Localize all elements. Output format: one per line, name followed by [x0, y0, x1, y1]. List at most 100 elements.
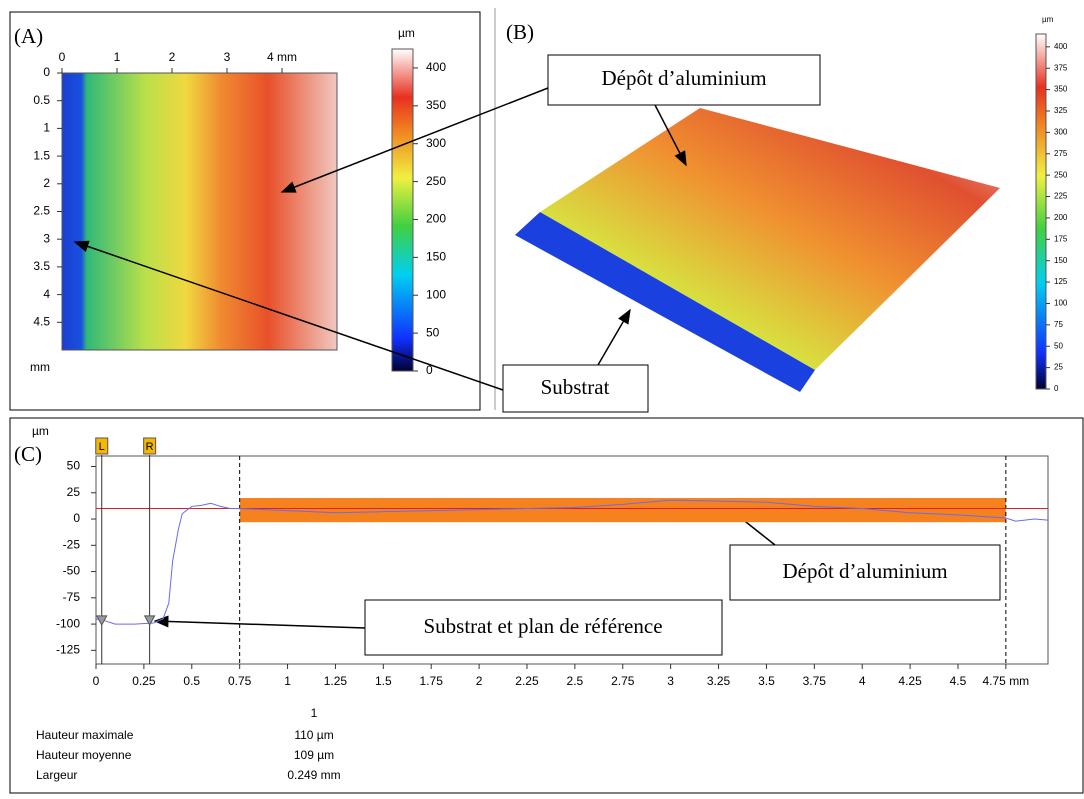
callout-box [502, 364, 649, 413]
surface-3d [540, 108, 1000, 370]
substrate-3d [515, 212, 815, 392]
x-tick-label: 1.75 [420, 674, 444, 688]
x-tick-label: 4 mm [267, 50, 297, 64]
y-tick-label: -50 [63, 564, 81, 578]
arrow [597, 308, 631, 366]
analysis-band [239, 498, 1006, 523]
callout: Substrat [541, 375, 610, 399]
plot-frame [95, 455, 1049, 665]
callout-box [729, 544, 1001, 601]
x-tick-label: 4.5 [950, 674, 967, 688]
colorbar-label: 100 [1054, 299, 1068, 308]
y-tick-label: -75 [63, 590, 81, 604]
panel-label: (C) [14, 442, 42, 466]
cursor-tag [143, 437, 157, 455]
callout: Dépôt d’aluminium [782, 559, 947, 583]
table-header: 1 [311, 706, 318, 720]
callout: Dépôt d’aluminium [601, 66, 766, 90]
colorbar-label: 375 [1054, 63, 1068, 72]
x-tick-label: 0 [93, 674, 100, 688]
cursor-label: L [99, 441, 105, 453]
colorbar-label: 175 [1054, 234, 1068, 243]
panel-a-frame [9, 11, 481, 411]
y-tick-label: 50 [67, 459, 81, 473]
y-tick-label: 25 [67, 485, 81, 499]
colorbar-label: 275 [1054, 149, 1068, 158]
x-tick-label: 3 [667, 674, 674, 688]
colorbar-label: 150 [1054, 256, 1068, 265]
x-tick-label: 0 [59, 50, 66, 64]
colorbar-label: 250 [426, 174, 446, 188]
colorbar-label: 75 [1054, 320, 1063, 329]
x-tick-label: 2.75 [611, 674, 635, 688]
colorbar-label: 125 [1054, 277, 1068, 286]
colorbar-label: 0 [426, 363, 433, 377]
x-tick-label: 3.5 [758, 674, 775, 688]
colorbar-unit: µm [398, 26, 415, 40]
colorbar-label: 50 [426, 325, 440, 339]
axis-unit: µm [32, 424, 49, 438]
colorbar-label: 50 [1054, 341, 1063, 350]
x-tick-label: 3 [224, 50, 231, 64]
colorbar-label: 0 [1054, 384, 1059, 393]
colorbar-unit: µm [1042, 15, 1054, 24]
callout: Substrat et plan de référence [423, 614, 662, 638]
x-tick-label: 0.5 [183, 674, 200, 688]
cursor-label: R [146, 441, 154, 453]
y-tick-label: 2.5 [33, 204, 50, 218]
x-tick-label: 0.75 [228, 674, 252, 688]
panel-c-frame [9, 417, 1084, 794]
x-tick-label: 0.25 [132, 674, 156, 688]
x-tick-label: 4.25 [898, 674, 922, 688]
y-tick-label: 2 [43, 176, 50, 190]
x-tick-label: 4.75 mm [983, 674, 1030, 688]
x-tick-label: 3.25 [707, 674, 731, 688]
panel-label: (A) [14, 24, 43, 48]
colorbar [1035, 33, 1047, 390]
colorbar-label: 250 [1054, 170, 1068, 179]
x-tick-label: 3.75 [803, 674, 827, 688]
cursor-marker [95, 615, 108, 626]
y-tick-label: 4 [43, 287, 50, 301]
x-tick-label: 1 [284, 674, 291, 688]
axis-unit: mm [30, 360, 50, 374]
y-tick-label: 1 [43, 121, 50, 135]
colorbar [391, 48, 414, 372]
row-value: 0.249 mm [287, 768, 340, 782]
x-tick-label: 2.25 [515, 674, 539, 688]
y-tick-label: -100 [56, 616, 80, 630]
callout-box [364, 599, 723, 656]
colorbar-label: 150 [426, 250, 446, 264]
callout-box [547, 54, 821, 106]
y-tick-label: 1.5 [33, 148, 50, 162]
colorbar-label: 350 [1054, 85, 1068, 94]
row-value: 109 µm [294, 748, 334, 762]
colorbar-label: 225 [1054, 192, 1068, 201]
row-label: Largeur [36, 768, 77, 782]
arrow [654, 104, 687, 167]
y-tick-label: 3.5 [33, 259, 50, 273]
y-tick-label: -25 [63, 537, 81, 551]
colorbar-label: 200 [1054, 213, 1068, 222]
colorbar-label: 400 [1054, 42, 1068, 51]
row-label: Hauteur maximale [36, 728, 134, 742]
arrow [280, 87, 549, 193]
x-tick-label: 2.5 [567, 674, 584, 688]
x-tick-label: 2 [169, 50, 176, 64]
y-tick-label: 0 [73, 511, 80, 525]
colorbar-label: 300 [1054, 127, 1068, 136]
row-label: Hauteur moyenne [36, 748, 132, 762]
colorbar-label: 350 [426, 98, 446, 112]
colorbar-label: 300 [426, 136, 446, 150]
y-tick-label: 0 [43, 65, 50, 79]
x-tick-label: 2 [476, 674, 483, 688]
x-tick-label: 1.25 [324, 674, 348, 688]
colorbar-label: 100 [426, 287, 446, 301]
colorbar-label: 325 [1054, 106, 1068, 115]
colorbar-label: 25 [1054, 363, 1063, 372]
y-tick-label: 4.5 [33, 314, 50, 328]
profile-line [95, 499, 1049, 625]
height-map [62, 73, 337, 350]
panel-label: (B) [506, 20, 534, 44]
